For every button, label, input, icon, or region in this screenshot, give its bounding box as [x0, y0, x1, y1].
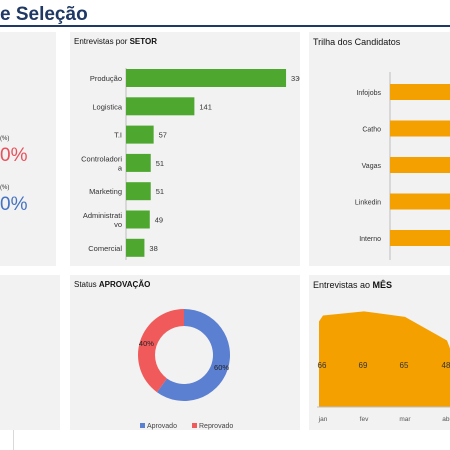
setor-bar-2 [126, 97, 195, 116]
trilha-bar-1 [390, 84, 450, 100]
mes-category-label-fev: fev [360, 416, 369, 423]
footer-divider [13, 430, 14, 450]
mes-area [319, 311, 450, 407]
status-value-label-reprovado: 40% [139, 339, 154, 348]
setor-value-label-5: 51 [156, 187, 164, 196]
setor-value-label-6: 49 [155, 216, 163, 225]
setor-category-line: vo [114, 220, 122, 229]
setor-category-label-1: Produção [90, 74, 122, 83]
setor-title-bold: SETOR [129, 37, 157, 46]
setor-category-label-3: T.I [114, 131, 122, 140]
kpi-caption-1: (%) [0, 136, 10, 142]
status-value-label-aprovado: 60% [214, 363, 229, 372]
kpi-value-1: 0% [0, 145, 28, 166]
setor-category-label-5: Marketing [89, 187, 122, 196]
mes-panel: Entrevistas ao MÊS 66 69 65 48 jan fev mar abr [309, 275, 450, 430]
setor-bar-chart: 330 Produção 141 Logistica 57 T.I 51 Controlado… [81, 68, 300, 260]
trilha-bar-5 [390, 230, 450, 246]
setor-bar-1 [126, 69, 287, 87]
kpi-value-2: 0% [0, 194, 28, 215]
mes-value-label-fev: 69 [359, 361, 368, 370]
mes-category-label-jan: jan [318, 416, 328, 423]
mes-category-label-mar: mar [399, 416, 411, 423]
setor-bar-5 [126, 182, 151, 201]
setor-category-label-7: Comercial [88, 244, 122, 253]
trilha-category-label-5: Interno [359, 236, 381, 243]
status-legend-label-aprovado: Aprovado [147, 423, 177, 430]
setor-bar-7 [126, 238, 145, 257]
mes-area-chart: 66 69 65 48 jan fev mar abr [317, 311, 450, 423]
setor-category-label-6: Administrati vo [83, 211, 123, 229]
status-slice-aprovado [156, 309, 230, 401]
setor-value-label-2: 141 [199, 102, 212, 111]
setor-value-label-4: 51 [156, 159, 164, 168]
status-title-bold: APROVAÇÃO [98, 280, 151, 289]
setor-category-line: Logistica [92, 102, 122, 111]
setor-bar-4 [126, 153, 151, 172]
status-title-prefix: Status [74, 280, 99, 289]
mes-title-prefix: Entrevistas ao [313, 280, 373, 290]
trilha-category-label-1: Infojobs [356, 90, 381, 97]
mes-value-label-mar: 65 [400, 361, 409, 370]
setor-panel: Entrevistas por SETOR 330 Produção 141 Logi… [70, 32, 300, 266]
status-legend-swatch-reprovado [192, 423, 197, 428]
mes-value-label-abr: 48 [442, 361, 450, 370]
title-underline [0, 25, 450, 27]
setor-bar-3 [126, 125, 154, 144]
status-panel-title: Status APROVAÇÃO [74, 280, 150, 289]
page-title: e Seleção [0, 4, 88, 25]
mes-panel-title: Entrevistas ao MÊS [313, 280, 392, 290]
setor-category-label-2: Logistica [92, 102, 122, 111]
setor-category-line: a [118, 163, 123, 172]
setor-bar-6 [126, 210, 150, 229]
setor-value-label-3: 57 [159, 131, 167, 140]
setor-category-label-4: Controladori a [81, 154, 123, 172]
trilha-bar-2 [390, 120, 450, 137]
status-slice-reprovado [138, 309, 184, 393]
status-legend-label-reprovado: Reprovado [199, 423, 233, 430]
kpi-panel: (%) 0% (%) 0% [0, 32, 56, 266]
setor-category-line: T.I [114, 131, 122, 140]
trilha-category-label-3: Vagas [362, 163, 382, 170]
setor-category-line: Controladori [81, 154, 122, 163]
trilha-category-label-4: Linkedin [355, 200, 381, 207]
setor-title-prefix: Entrevistas por [74, 37, 130, 46]
trilha-category-label-2: Catho [362, 127, 381, 134]
mes-category-label-abr: abr [442, 416, 450, 423]
trilha-bar-4 [390, 193, 450, 210]
trilha-panel-title: Trilha dos Candidatos [313, 37, 401, 47]
setor-category-line: Produção [90, 74, 122, 83]
bottom-left-panel [0, 275, 60, 430]
setor-category-line: Comercial [88, 244, 122, 253]
setor-value-label-1: 330 [291, 74, 300, 83]
mes-title-bold: MÊS [372, 280, 393, 290]
trilha-panel: Trilha dos Candidatos Infojobs Catho Vagas… [309, 32, 450, 266]
trilha-bar-3 [390, 157, 450, 173]
trilha-bar-chart: Infojobs Catho Vagas Linkedin Interno [355, 72, 450, 260]
mes-value-label-jan: 66 [318, 361, 327, 370]
setor-panel-title: Entrevistas por SETOR [74, 37, 157, 46]
status-panel: Status APROVAÇÃO 60% 40% Aprovado Reprovado [70, 275, 300, 430]
status-legend-swatch-aprovado [140, 423, 145, 428]
setor-category-line: Marketing [89, 187, 122, 196]
setor-value-label-7: 38 [149, 244, 157, 253]
setor-category-line: Administrati [83, 211, 123, 220]
status-donut-chart: 60% 40% Aprovado Reprovado [138, 309, 233, 430]
kpi-caption-2: (%) [0, 185, 10, 191]
